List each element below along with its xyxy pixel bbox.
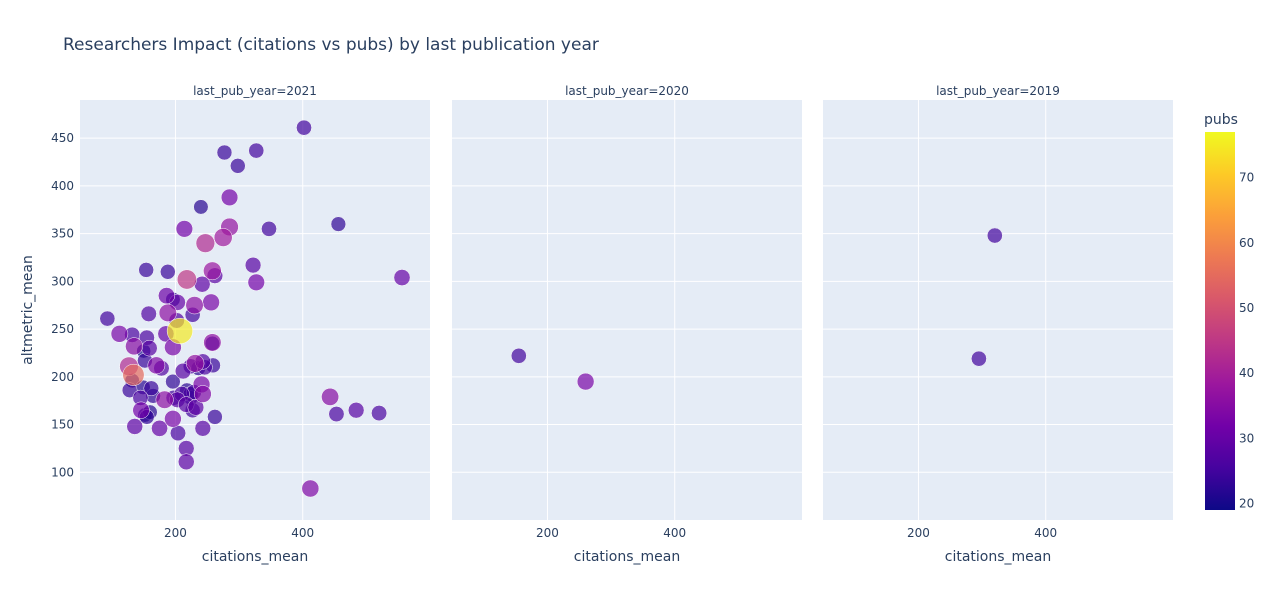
data-point (247, 273, 265, 291)
data-point (296, 119, 312, 136)
data-point (393, 269, 411, 286)
data-point (195, 233, 215, 253)
data-point (165, 373, 181, 390)
data-point (220, 188, 239, 206)
data-point (330, 216, 347, 232)
colorbar-title: pubs (1204, 112, 1238, 128)
plot-background (823, 100, 1173, 520)
colorbar-tick-label: 20 (1239, 496, 1254, 510)
data-point (176, 269, 197, 290)
data-point (158, 287, 176, 305)
data-point (158, 303, 177, 322)
data-point (986, 227, 1003, 244)
data-point (132, 401, 150, 419)
x-tick-label: 200 (536, 526, 559, 540)
data-point (194, 385, 212, 403)
data-point (230, 158, 246, 174)
facet-panel: 200 400 last_pub_year=2019 citations_mean (823, 84, 1173, 565)
data-point (202, 293, 220, 312)
x-tick-label: 400 (291, 526, 314, 540)
data-point (110, 325, 129, 343)
y-tick-label: 200 (51, 370, 74, 384)
facet-title: last_pub_year=2019 (936, 84, 1060, 98)
data-point (244, 256, 262, 274)
data-point (301, 479, 320, 498)
y-tick-label: 300 (51, 274, 74, 288)
data-point (248, 142, 265, 159)
x-axis-title: citations_mean (945, 549, 1051, 565)
data-point (185, 296, 204, 315)
colorbar-gradient (1205, 132, 1235, 510)
data-point (147, 356, 166, 375)
data-point (155, 390, 174, 409)
colorbar-tick-label: 60 (1239, 236, 1254, 250)
colorbar-tick-label: 30 (1239, 431, 1254, 445)
data-point (203, 261, 222, 281)
y-tick-label: 250 (51, 322, 74, 336)
data-point (971, 350, 987, 367)
data-point (164, 410, 182, 428)
data-point (348, 402, 365, 419)
data-point (193, 199, 209, 215)
facet-panel: 200 400 last_pub_year=2020 citations_mean (452, 84, 802, 565)
data-point (166, 317, 193, 345)
y-tick-label: 450 (51, 131, 74, 145)
data-point (170, 425, 186, 442)
data-point (328, 406, 345, 423)
data-point (99, 310, 116, 327)
facet-panel: 200 400 100 150 200 250 300 350 400 450 last_pub_y… (51, 84, 430, 565)
x-tick-label: 400 (1034, 526, 1057, 540)
chart-title: Researchers Impact (citations vs pubs) b… (63, 35, 599, 55)
data-point (261, 220, 277, 237)
y-tick-label: 100 (51, 465, 74, 479)
data-point (175, 220, 193, 238)
facet-title: last_pub_year=2021 (193, 84, 317, 98)
y-tick-label: 350 (51, 227, 74, 241)
y-tick-label: 150 (51, 418, 74, 432)
data-point (510, 347, 527, 364)
colorbar-tick-label: 40 (1239, 366, 1254, 380)
data-point (177, 453, 195, 471)
plot-background (452, 100, 802, 520)
data-point (203, 333, 222, 352)
colorbar-tick-label: 70 (1239, 171, 1254, 185)
data-point (321, 387, 339, 406)
data-point (194, 420, 211, 437)
data-point (140, 305, 157, 322)
data-point (125, 337, 143, 356)
data-point (126, 418, 144, 435)
y-axis-title: altmetric_mean (20, 255, 36, 365)
data-point (141, 340, 158, 357)
x-tick-label: 200 (164, 526, 187, 540)
data-point (576, 372, 595, 391)
data-point (122, 363, 145, 386)
data-point (213, 228, 233, 247)
data-point (160, 264, 176, 280)
data-point (143, 380, 160, 397)
data-point (216, 144, 233, 161)
x-axis-title: citations_mean (202, 549, 308, 565)
data-point (138, 262, 154, 278)
colorbar: pubs 20 30 40 50 60 70 (1204, 112, 1254, 510)
x-axis-title: citations_mean (574, 549, 680, 565)
y-tick-label: 400 (51, 179, 74, 193)
data-point (207, 409, 223, 425)
data-point (186, 354, 205, 373)
x-tick-label: 400 (663, 526, 686, 540)
colorbar-tick-label: 50 (1239, 301, 1254, 315)
facets: 200 400 100 150 200 250 300 350 400 450 last_pub_y… (51, 84, 1173, 565)
x-tick-label: 200 (907, 526, 930, 540)
facet-title: last_pub_year=2020 (565, 84, 689, 98)
data-point (371, 405, 388, 422)
plot-background (80, 100, 430, 520)
data-point (151, 419, 168, 437)
